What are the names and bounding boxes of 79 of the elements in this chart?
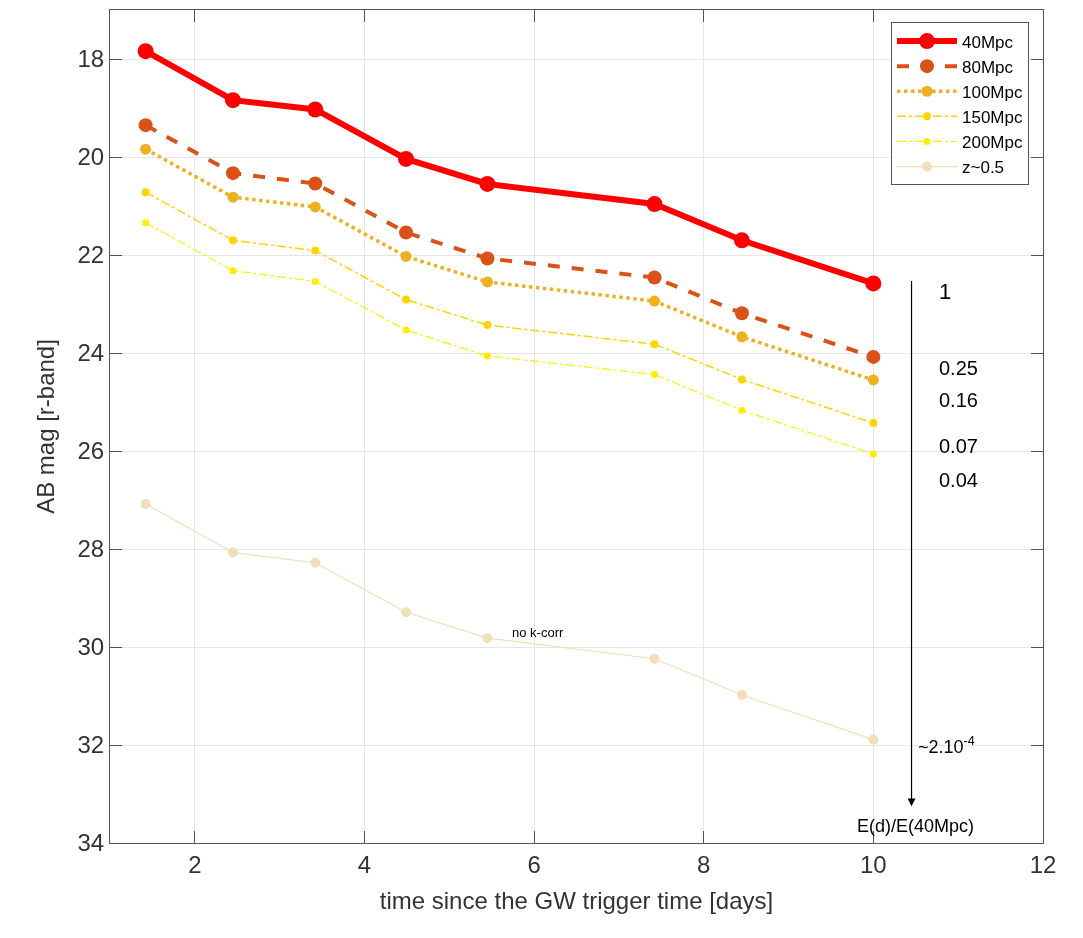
point [649, 295, 661, 307]
point [865, 275, 882, 292]
y-axis-title: AB mag [r-band] [32, 339, 60, 514]
legend-label: 100Mpc [962, 82, 1023, 102]
point [307, 101, 324, 118]
point [227, 191, 239, 203]
y-tick-label: 24 [77, 339, 105, 367]
point [649, 653, 660, 664]
point [738, 406, 746, 414]
point [402, 326, 410, 334]
point [398, 150, 415, 167]
x-tick-label: 4 [357, 850, 372, 878]
point [400, 250, 412, 262]
point [866, 349, 881, 364]
point [733, 232, 750, 249]
point [480, 251, 495, 266]
x-tick-label: 6 [527, 850, 541, 878]
point [225, 92, 241, 109]
annotation: no k-corr [512, 625, 564, 640]
y-tick-label: 26 [77, 437, 105, 465]
legend-label: 40Mpc [962, 32, 1014, 52]
point [311, 246, 320, 255]
x-tick-label: 8 [697, 850, 711, 878]
point [868, 734, 879, 745]
point [867, 374, 879, 386]
point [140, 498, 151, 509]
point [402, 295, 411, 304]
annotation: ~2.10$^{-4}$ [918, 734, 975, 757]
annotation: 0.16 [939, 389, 978, 411]
x-tick-label: 10 [860, 850, 887, 878]
point [228, 236, 237, 245]
annotation: 1 [939, 279, 952, 304]
point [479, 175, 496, 192]
legend-label: z~0.5 [962, 158, 1005, 178]
point [736, 690, 747, 701]
point [481, 276, 493, 288]
x-tick-label: 12 [1029, 850, 1057, 878]
point [401, 607, 412, 618]
point [308, 176, 323, 191]
y-tick-label: 18 [77, 45, 105, 73]
point [650, 340, 659, 349]
point [399, 225, 414, 240]
point [310, 557, 321, 568]
point [736, 331, 748, 343]
point [483, 352, 491, 360]
y-tick-label: 32 [77, 731, 105, 759]
point [734, 306, 749, 321]
point [869, 450, 877, 458]
annotation: E(d)/E(40Mpc) [857, 816, 975, 836]
point [141, 188, 150, 197]
legend-label: 150Mpc [962, 107, 1023, 127]
point [483, 321, 492, 330]
y-tick-label: 22 [77, 241, 105, 269]
y-tick-label: 30 [77, 633, 105, 661]
point [137, 43, 154, 60]
y-tick-label: 34 [77, 829, 105, 857]
annotation: 0.25 [939, 357, 978, 379]
point [309, 201, 321, 213]
annotation: 0.07 [939, 435, 978, 457]
point [482, 633, 493, 644]
point [311, 277, 319, 285]
point [651, 371, 659, 379]
point [138, 118, 153, 133]
annotation: 0.04 [939, 469, 978, 491]
x-axis-title: time since the GW trigger time [days] [379, 887, 774, 915]
point [229, 267, 237, 275]
legend-label: 200Mpc [962, 133, 1023, 153]
point [646, 196, 663, 213]
legend-label: 80Mpc [962, 57, 1014, 77]
point [647, 270, 662, 285]
x-tick-label: 2 [188, 850, 202, 878]
y-tick-label: 28 [77, 535, 105, 563]
point [226, 166, 240, 181]
point [737, 375, 746, 384]
y-tick-label: 20 [77, 143, 105, 171]
point [869, 419, 878, 428]
point [140, 143, 152, 155]
point [227, 547, 238, 558]
point [142, 219, 150, 227]
